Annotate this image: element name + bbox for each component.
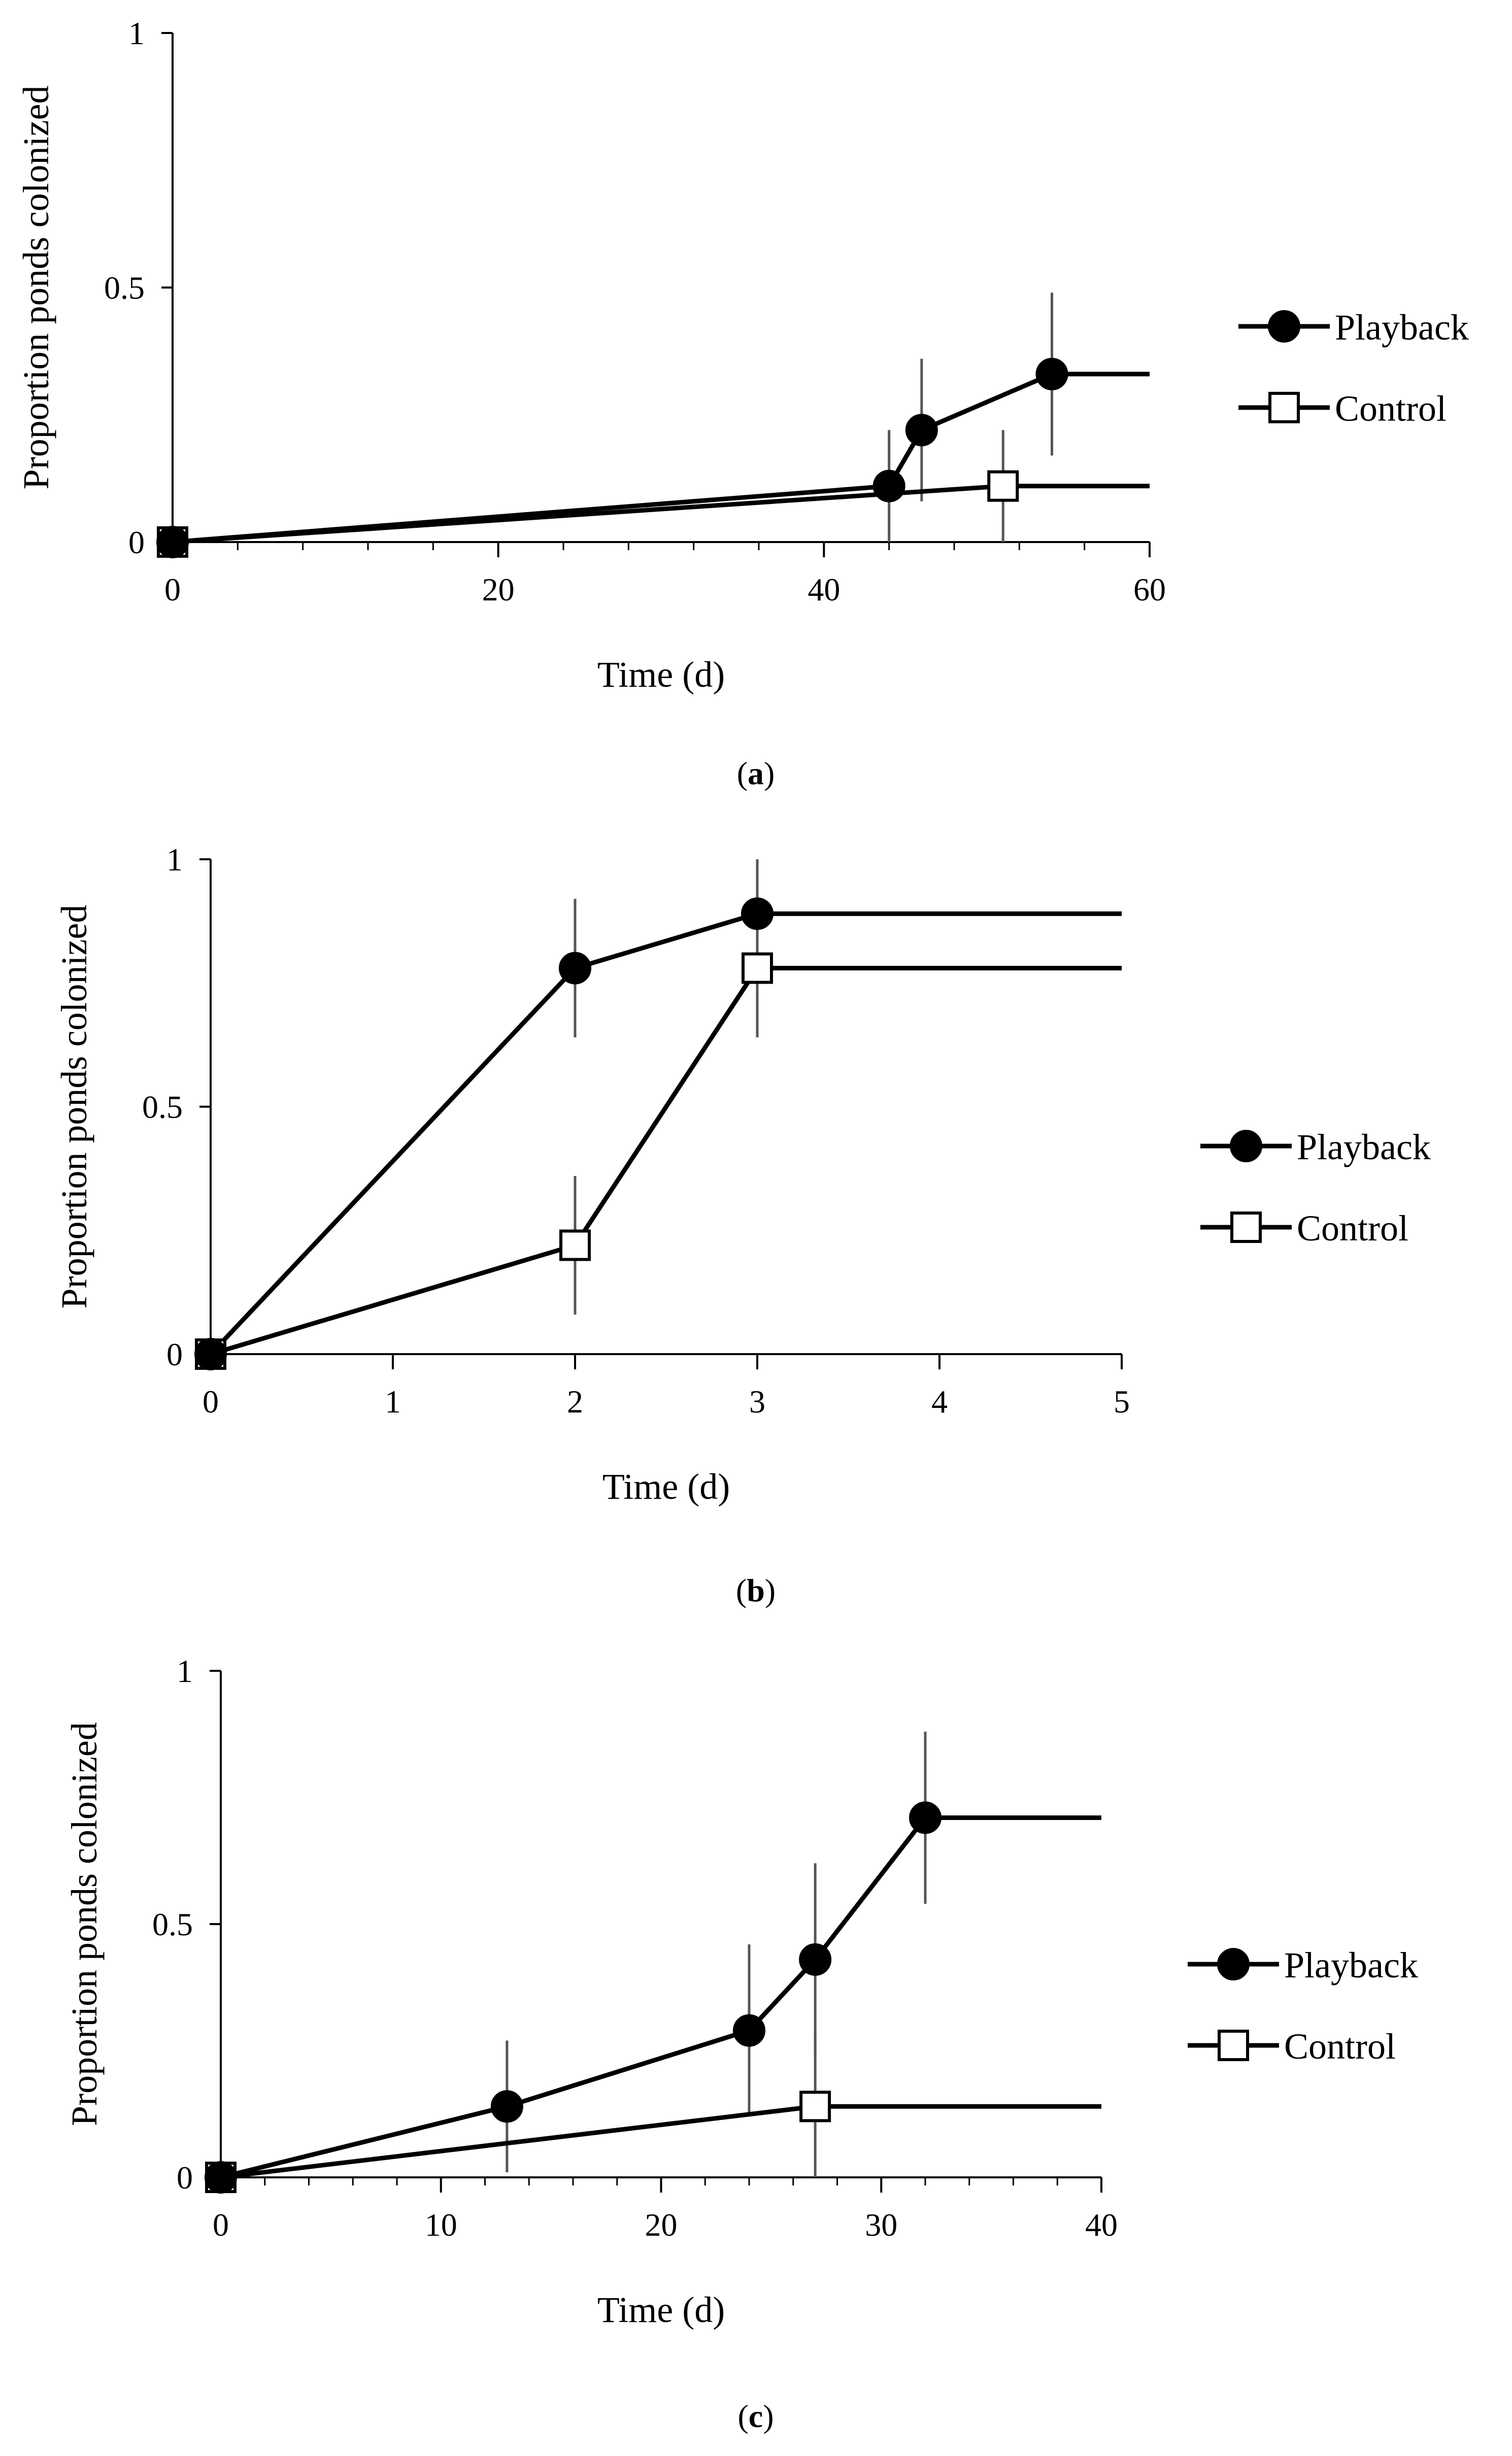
series-line-control xyxy=(220,2104,1101,2180)
x-tick-label: 0 xyxy=(164,571,181,608)
chart-panel-c: 0 10 20 30 40 0 0.5 1 Time (d) Proportion ponds c… xyxy=(64,1653,1418,2434)
y-axis-title: Proportion ponds colonized xyxy=(54,905,94,1309)
y-tick-label: 1 xyxy=(166,842,183,878)
x-tick-label: 4 xyxy=(931,1384,948,1420)
chart-panel-a: 0 20 40 60 0 0.5 1 Time (d) Proportion ponds col… xyxy=(16,15,1469,791)
y-tick-label: 0.5 xyxy=(142,1089,183,1125)
panel-caption: (a) xyxy=(737,755,775,791)
legend-label-playback: Playback xyxy=(1284,1945,1418,1986)
legend-marker-playback xyxy=(1217,1948,1250,1980)
legend-label-playback: Playback xyxy=(1335,307,1469,348)
panel-caption: (b) xyxy=(736,1572,776,1608)
data-point-playback xyxy=(1035,358,1068,391)
series-line-playback xyxy=(209,911,1122,1356)
x-tick-label: 5 xyxy=(1114,1384,1130,1420)
data-point-playback xyxy=(872,469,905,502)
y-tick-label: 0 xyxy=(128,524,145,560)
x-tick-label: 30 xyxy=(865,2207,897,2243)
data-point-playback xyxy=(490,2090,523,2123)
y-axis-title: Proportion ponds colonized xyxy=(16,86,56,490)
legend-label-control: Control xyxy=(1297,1208,1408,1249)
data-point-control xyxy=(742,952,773,984)
series-line-playback xyxy=(220,1815,1101,2180)
x-axis-title: Time (d) xyxy=(602,1466,730,1507)
legend: Playback Control xyxy=(1238,307,1469,429)
y-axis-title: Proportion ponds colonized xyxy=(64,1722,105,2126)
y-tick-label: 1 xyxy=(128,15,145,51)
x-tick-label: 0 xyxy=(203,1384,219,1420)
legend-label-control: Control xyxy=(1284,2026,1396,2067)
legend-marker-control xyxy=(1268,392,1300,423)
chart-panel-b: 0 1 2 3 4 5 0 0.5 1 Time (d) Proportion ponds colo… xyxy=(54,842,1431,1608)
y-tick-label: 1 xyxy=(177,1653,193,1689)
x-tick-label: 2 xyxy=(567,1384,583,1420)
data-point-control xyxy=(987,470,1019,502)
x-tick-label: 20 xyxy=(482,571,515,608)
y-tick-label: 0.5 xyxy=(152,1906,193,1942)
x-tick-label: 60 xyxy=(1133,571,1166,608)
legend-label-control: Control xyxy=(1335,388,1447,429)
panel-caption: (c) xyxy=(737,2398,774,2434)
data-point-playback xyxy=(905,414,938,447)
x-tick-label: 40 xyxy=(1085,2207,1118,2243)
legend-marker-playback xyxy=(1268,310,1300,343)
data-point-control xyxy=(799,2091,831,2123)
data-point-playback xyxy=(909,1801,942,1834)
x-axis-title: Time (d) xyxy=(597,654,725,695)
data-point-playback xyxy=(205,2161,237,2194)
data-point-playback xyxy=(194,1338,227,1370)
x-tick-label: 1 xyxy=(385,1384,401,1420)
y-tick-label: 0 xyxy=(177,2160,193,2196)
data-point-playback xyxy=(156,526,189,558)
legend-label-playback: Playback xyxy=(1297,1127,1431,1167)
x-tick-label: 0 xyxy=(213,2207,229,2243)
data-point-playback xyxy=(741,897,774,930)
x-tick-label: 20 xyxy=(645,2207,678,2243)
legend-marker-control xyxy=(1218,2030,1249,2061)
legend: Playback Control xyxy=(1200,1127,1431,1249)
x-tick-label: 3 xyxy=(749,1384,765,1420)
data-point-playback xyxy=(799,1943,832,1976)
x-axis-title: Time (d) xyxy=(597,2290,725,2330)
legend: Playback Control xyxy=(1188,1945,1418,2067)
series-line-control xyxy=(210,966,1122,1357)
data-point-control xyxy=(559,1229,591,1261)
data-point-playback xyxy=(733,2014,765,2047)
x-tick-label: 10 xyxy=(425,2207,457,2243)
data-point-playback xyxy=(559,952,591,985)
x-tick-label: 40 xyxy=(808,571,840,608)
legend-marker-playback xyxy=(1230,1130,1262,1162)
y-tick-label: 0.5 xyxy=(104,270,145,306)
legend-marker-control xyxy=(1230,1212,1262,1243)
y-tick-label: 0 xyxy=(166,1336,183,1372)
